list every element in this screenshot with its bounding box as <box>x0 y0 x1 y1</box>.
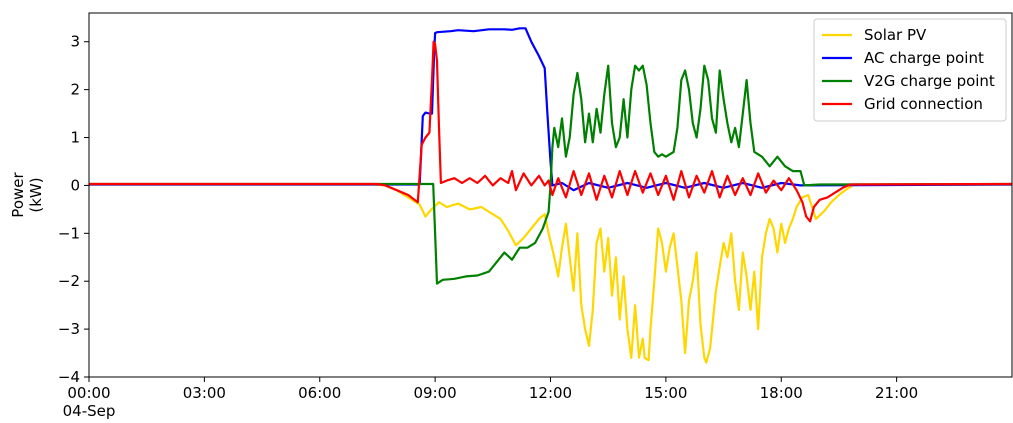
x-tick-label: 21:00 <box>875 384 918 402</box>
legend-label: Grid connection <box>864 95 983 113</box>
x-tick-label: 06:00 <box>298 384 341 402</box>
series-line-v2g-charge-point <box>89 64 1012 285</box>
y-tick-label: 0 <box>70 176 80 194</box>
series-line-grid-connection <box>89 40 1012 223</box>
plot-lines <box>89 27 1012 364</box>
x-tick-label: 18:00 <box>760 384 803 402</box>
y-tick-label: −1 <box>58 224 80 242</box>
y-axis-title: Power (kW) <box>9 171 45 217</box>
y-tick-label: −3 <box>58 320 80 338</box>
y-tick-label: −4 <box>58 368 80 386</box>
x-tick-sublabel: 04-Sep <box>63 402 116 420</box>
legend-label: V2G charge point <box>864 72 995 90</box>
y-axis-title-line: (kW) <box>27 177 45 212</box>
y-tick-label: 2 <box>70 81 80 99</box>
legend-box <box>813 18 1007 122</box>
y-axis: 3 2 1 0 −1 −2 −3 −4 <box>58 33 89 386</box>
x-tick-label: 09:00 <box>414 384 457 402</box>
y-axis-title-line: Power <box>9 171 27 217</box>
x-tick-label: 12:00 <box>529 384 572 402</box>
legend-label: AC charge point <box>864 49 984 67</box>
series-line-solar-pv <box>89 183 1012 364</box>
y-tick-label: 1 <box>70 129 80 147</box>
legend: Solar PV AC charge point V2G charge point G… <box>813 18 1007 122</box>
x-tick-label: 00:00 <box>67 384 110 402</box>
y-tick-label: −2 <box>58 272 80 290</box>
x-tick-label: 03:00 <box>183 384 226 402</box>
x-tick-label: 15:00 <box>644 384 687 402</box>
legend-label: Solar PV <box>864 26 927 44</box>
y-tick-label: 3 <box>70 33 80 51</box>
